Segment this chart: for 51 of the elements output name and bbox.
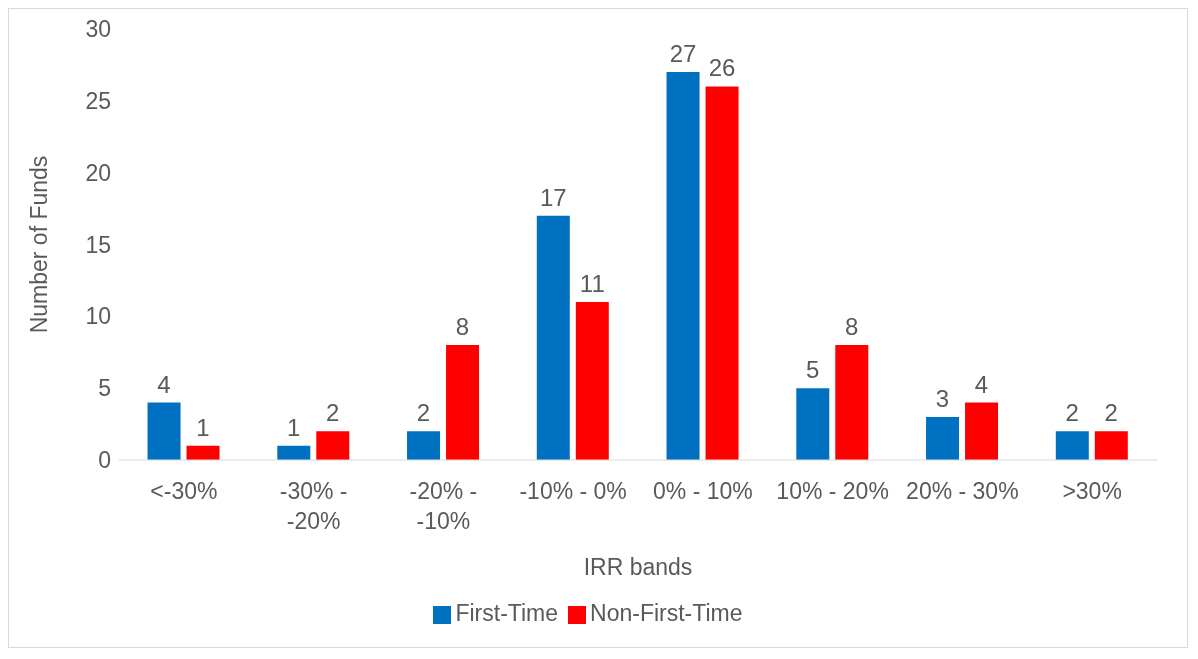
- bar: [277, 445, 311, 460]
- bar: [407, 431, 441, 460]
- data-label: 1: [287, 413, 301, 441]
- bar: [965, 402, 999, 460]
- bar: [446, 345, 480, 460]
- data-label: 4: [974, 370, 989, 398]
- y-tick-label: 25: [85, 88, 111, 114]
- x-tick-label: 0% - 10%: [653, 478, 753, 504]
- data-label: 8: [845, 313, 859, 341]
- data-label: 4: [157, 370, 171, 398]
- y-axis-title: Number of Funds: [26, 155, 53, 334]
- x-tick-label: <-30%: [150, 478, 218, 504]
- x-tick-label: 10% - 20%: [776, 478, 889, 504]
- bar: [796, 388, 830, 460]
- legend-label: First-Time: [455, 600, 559, 626]
- bar: [316, 431, 350, 460]
- x-tick-label: -30% - -20%: [279, 478, 348, 534]
- x-tick-label: -20% - -10%: [409, 478, 478, 534]
- bar: [666, 72, 700, 460]
- data-label: 11: [579, 269, 605, 297]
- data-label: 2: [1104, 399, 1118, 427]
- bar: [1094, 431, 1128, 460]
- bar: [186, 445, 220, 460]
- data-label: 1: [196, 413, 210, 441]
- data-label: 2: [326, 399, 340, 427]
- bar: [536, 215, 570, 460]
- y-tick-label: 10: [85, 303, 111, 330]
- data-label: 2: [1065, 399, 1079, 427]
- x-tick-label: -10% - 0%: [519, 478, 627, 504]
- data-label: 26: [708, 54, 736, 82]
- bar: [1055, 431, 1089, 460]
- x-axis-title: IRR bands: [583, 554, 693, 580]
- data-label: 2: [416, 399, 431, 427]
- x-tick-label: >30%: [1062, 478, 1122, 504]
- data-label: 3: [935, 384, 950, 412]
- bar: [926, 416, 960, 460]
- x-tick-label: 20% - 30%: [906, 478, 1019, 504]
- y-tick-label: 30: [85, 16, 111, 43]
- bar: [575, 301, 609, 460]
- data-label: 17: [539, 183, 567, 211]
- bar: [835, 345, 869, 460]
- data-label: 8: [455, 313, 470, 341]
- legend-label: Non-First-Time: [590, 600, 743, 626]
- bar: [705, 86, 739, 460]
- y-tick-label: 5: [98, 375, 111, 402]
- data-label: 5: [806, 356, 820, 384]
- bar: [147, 402, 181, 460]
- y-tick-label: 0: [98, 447, 111, 474]
- y-tick-label: 15: [85, 231, 111, 258]
- data-label: 27: [669, 40, 697, 68]
- y-tick-label: 20: [85, 159, 111, 186]
